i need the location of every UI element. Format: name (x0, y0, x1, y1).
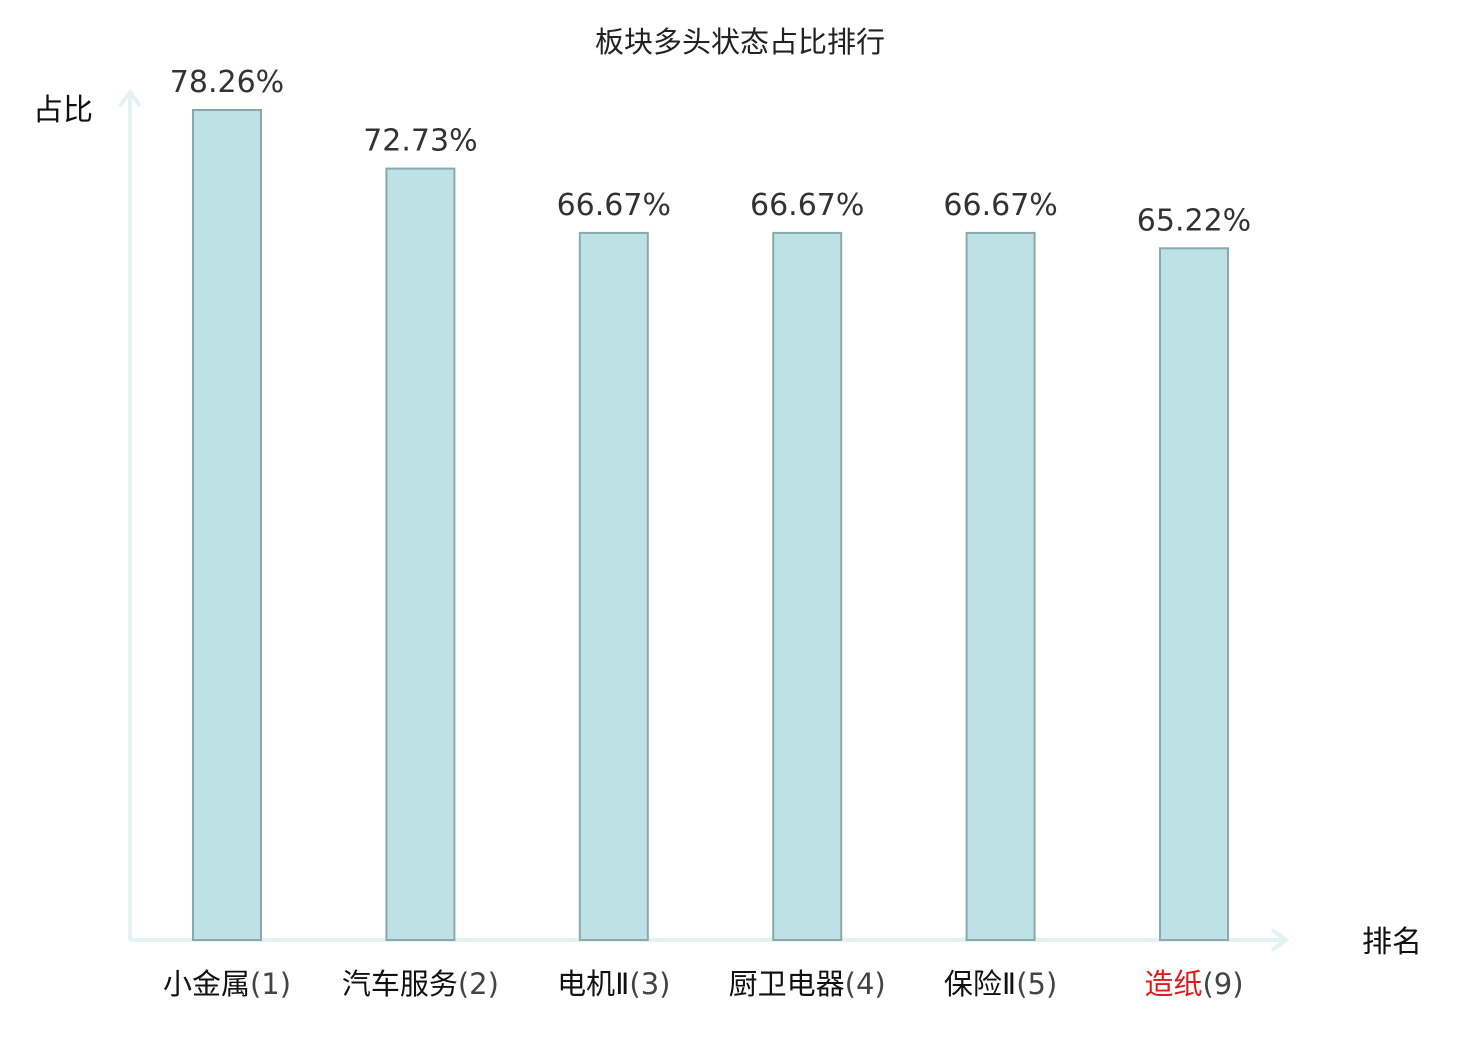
bar-value-label: 66.67% (750, 188, 864, 223)
category-name: 厨卫电器 (729, 967, 845, 1001)
chart-title: 板块多头状态占比排行 (595, 25, 885, 59)
category-tick-label: 厨卫电器(4) (729, 967, 886, 1001)
category-name: 汽车服务 (342, 967, 458, 1001)
bar (1159, 247, 1229, 942)
bar (772, 231, 843, 941)
category-name: 小金属 (163, 967, 250, 1001)
category-name: 保险Ⅱ (944, 967, 1016, 1001)
x-axis-label: 排名 (1362, 925, 1422, 960)
category-tick-label: 小金属(1) (163, 967, 291, 1001)
value-labels: 78.26% 72.73% 66.67% 66.67% 66.67% 65.22% (170, 65, 1251, 238)
category-rank: (4) (845, 967, 886, 1001)
bar-value-label: 78.26% (170, 65, 284, 100)
category-tick-label: 电机Ⅱ(3) (557, 967, 670, 1001)
category-tick-label: 汽车服务(2) (342, 967, 499, 1001)
category-rank: (3) (629, 967, 670, 1001)
bar (965, 231, 1036, 941)
category-tick-label: 造纸(9) (1144, 967, 1243, 1001)
bar-value-label: 72.73% (363, 124, 477, 159)
category-tick-label: 保险Ⅱ(5) (944, 967, 1057, 1001)
bar-value-label: 66.67% (943, 188, 1057, 223)
x-axis-arrow (1270, 928, 1290, 952)
category-name: 电机Ⅱ (557, 967, 629, 1001)
y-axis: 占比 (33, 88, 142, 940)
category-rank: (5) (1016, 967, 1057, 1001)
bar (385, 167, 456, 942)
bar-series (192, 109, 1229, 942)
y-axis-label: 占比 (33, 93, 93, 128)
category-rank: (2) (458, 967, 499, 1001)
bar-value-label: 65.22% (1137, 203, 1251, 238)
bar (578, 231, 649, 941)
y-axis-arrow (118, 88, 142, 108)
x-axis: 排名 (130, 925, 1422, 960)
category-rank: (1) (250, 967, 291, 1001)
category-labels: 小金属(1) 汽车服务(2) 电机Ⅱ(3) 厨卫电器(4) 保险Ⅱ(5) 造纸(9) (163, 967, 1244, 1001)
category-rank: (9) (1202, 967, 1243, 1001)
bar-value-label: 66.67% (557, 188, 671, 223)
bar (192, 109, 262, 941)
category-name: 造纸 (1144, 967, 1202, 1001)
